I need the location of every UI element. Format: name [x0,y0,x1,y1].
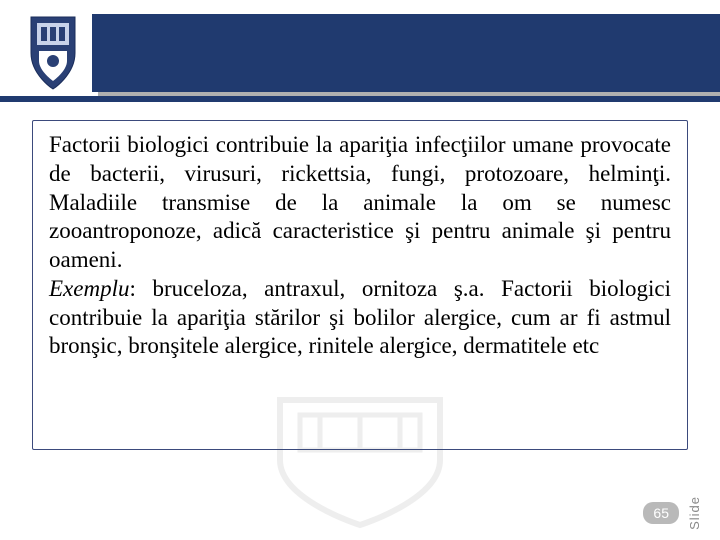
header-band-main [92,14,720,92]
footer: 65 Slide [643,496,702,530]
header-band [0,0,720,110]
crest-icon [27,13,79,93]
content-frame: Factorii biologici contribuie la apariţi… [32,120,688,450]
header-underline [0,96,720,102]
slide-label: Slide [687,496,702,530]
page-number-pill: 65 [643,502,679,524]
content-paragraph: Factorii biologici contribuie la apariţi… [49,131,671,361]
example-label: Exemplu [49,276,129,301]
university-crest-logo [24,10,82,96]
paragraph-2: : bruceloza, antraxul, ornitoza ş.a. Fac… [49,276,671,359]
paragraph-1: Factorii biologici contribuie la apariţi… [49,132,671,272]
